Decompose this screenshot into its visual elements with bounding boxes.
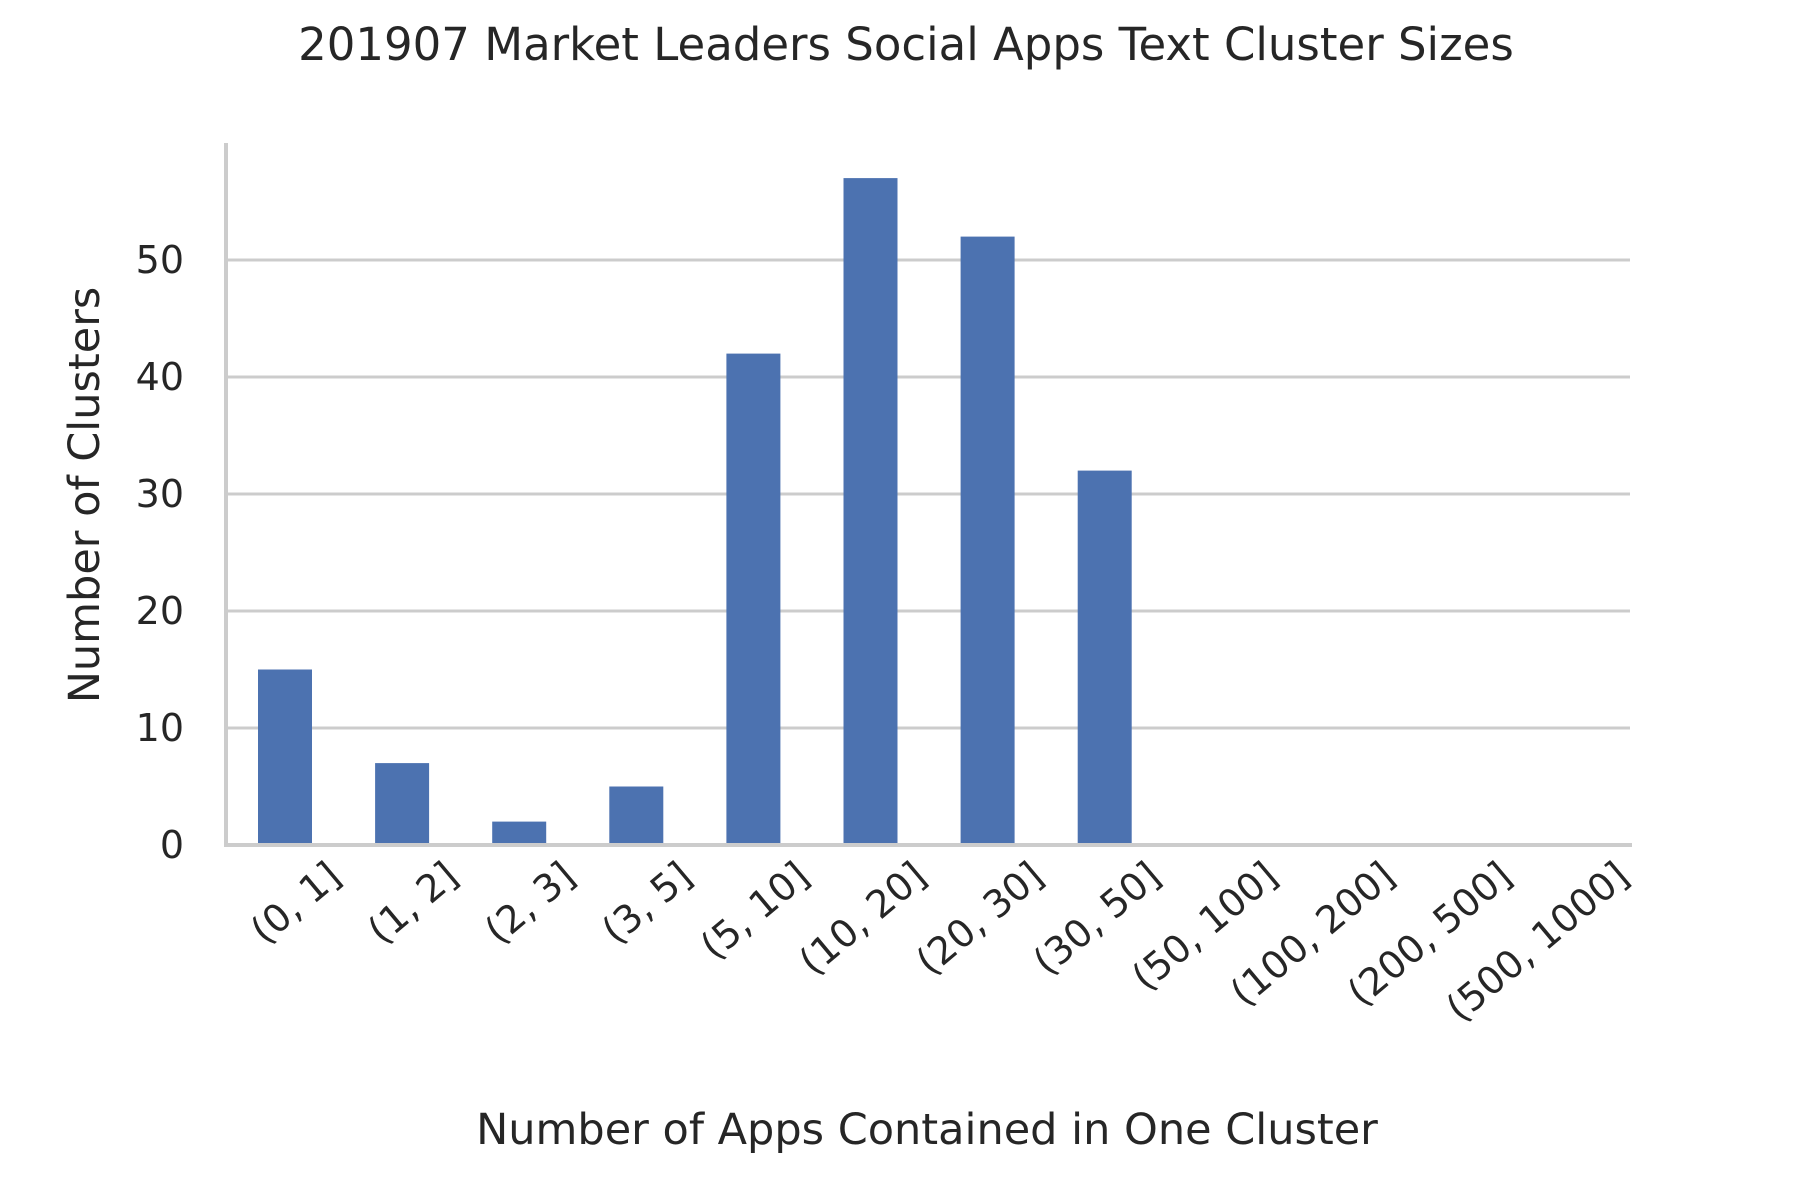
- y-tick-label: 0: [160, 823, 184, 867]
- x-axis-label: Number of Apps Contained in One Cluster: [476, 1105, 1378, 1155]
- x-tick-label: (10, 20]: [791, 853, 935, 983]
- x-tick-label: (0, 1]: [242, 853, 349, 952]
- bar: [843, 178, 898, 846]
- bar: [258, 669, 312, 845]
- y-tick-label: 40: [136, 355, 184, 399]
- y-tick-label: 30: [136, 472, 184, 516]
- x-tick-label: (2, 3]: [476, 853, 583, 952]
- grid-lines: [226, 258, 1630, 730]
- x-tick-label: (20, 30]: [908, 853, 1052, 983]
- bar: [1077, 470, 1132, 845]
- y-tick-label: 20: [136, 589, 184, 633]
- bars: [258, 178, 1132, 846]
- y-axis-label: Number of Clusters: [60, 287, 110, 704]
- x-tick-labels: (0, 1] (1, 2] (2, 3] (3, 5](5, 10](10, 20](…: [242, 853, 1637, 1030]
- bar: [492, 821, 547, 845]
- bar: [960, 236, 1015, 846]
- x-tick-label: (1, 2]: [359, 853, 466, 952]
- chart-title: 201907 Market Leaders Social Apps Text C…: [298, 18, 1514, 71]
- axes: [224, 143, 1632, 847]
- y-tick-labels: 0 10 20 30 40 50: [136, 238, 184, 867]
- y-tick-label: 10: [136, 706, 184, 750]
- x-tick-label: (3, 5]: [594, 853, 701, 952]
- y-tick-label: 50: [136, 238, 184, 282]
- bar: [726, 353, 781, 845]
- bar: [609, 786, 664, 845]
- bar: [375, 763, 430, 845]
